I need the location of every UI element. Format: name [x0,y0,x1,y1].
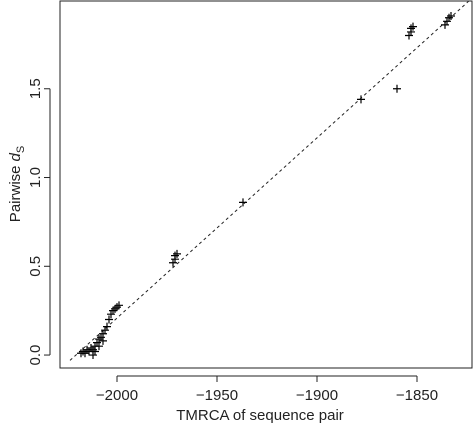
point [99,329,107,338]
y-tick-label: 1.0 [27,167,44,188]
point [87,343,95,352]
point [107,310,115,319]
x-axis-title: TMRCA of sequence pair [176,407,344,424]
point [101,326,109,335]
y-tick-label: 1.5 [27,78,44,99]
plot-frame [59,0,473,369]
point [115,301,123,310]
point [357,95,365,104]
x-tick-label: −1850 [396,387,438,404]
y-tick-label: 0.5 [27,256,44,277]
point [91,347,99,356]
point [109,306,117,315]
y-title-sub: S [15,146,27,153]
point [393,84,401,93]
point [97,333,105,342]
y-axis-title: Pairwise dS [7,146,27,222]
y-title-italic: d [7,153,24,162]
point [113,303,121,312]
point [81,349,89,358]
reference-line [69,0,471,361]
point [111,304,119,313]
point [89,351,97,360]
point [99,336,107,345]
point [409,22,417,31]
point [173,249,181,258]
point [445,13,453,22]
x-tick-label: −2000 [96,387,138,404]
point [105,315,113,324]
x-tick-label: −1900 [296,387,338,404]
point [93,338,101,347]
point [169,258,177,267]
point [447,11,455,20]
point [405,31,413,40]
point [443,17,451,26]
point [407,24,415,33]
point [239,198,247,207]
point [95,342,103,351]
x-tick-label: −1950 [196,387,238,404]
point [95,335,103,344]
point [441,20,449,29]
y-tick-label: 0.0 [27,345,44,366]
point [103,322,111,331]
y-title-text: Pairwise [7,166,24,223]
point [171,251,179,260]
